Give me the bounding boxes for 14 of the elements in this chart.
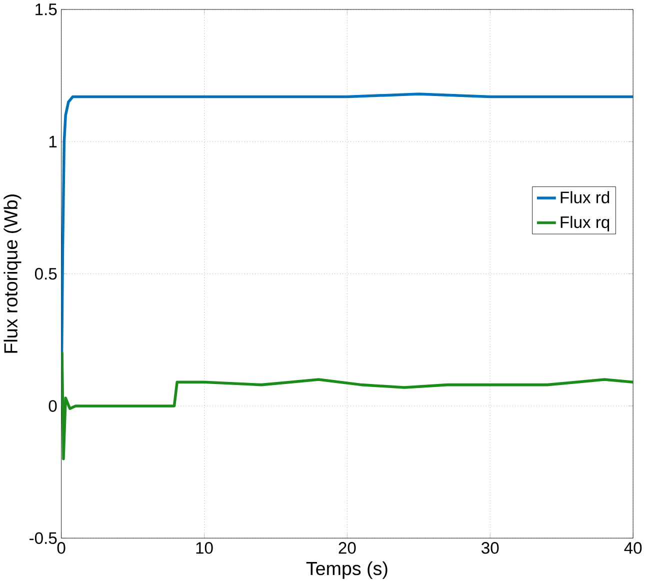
legend-label: Flux rq bbox=[560, 216, 610, 232]
y-tick-label: 0.5 bbox=[34, 268, 57, 280]
x-tick-label: 0 bbox=[57, 542, 66, 554]
y-axis-title: Flux rotorique (Wb) bbox=[4, 194, 22, 353]
x-tick-label: 20 bbox=[338, 542, 356, 554]
y-tick-label: -0.5 bbox=[30, 532, 57, 544]
y-tick-label: 0 bbox=[48, 400, 57, 412]
y-tick-label: 1 bbox=[49, 136, 57, 148]
x-tick-label: 10 bbox=[196, 542, 213, 554]
y-tick-label: 1.5 bbox=[36, 4, 57, 16]
legend-label: Flux rd bbox=[560, 191, 610, 204]
x-axis-title: Temps (s) bbox=[306, 562, 388, 580]
x-tick-label: 30 bbox=[482, 542, 499, 554]
x-tick-label: 40 bbox=[624, 542, 642, 554]
